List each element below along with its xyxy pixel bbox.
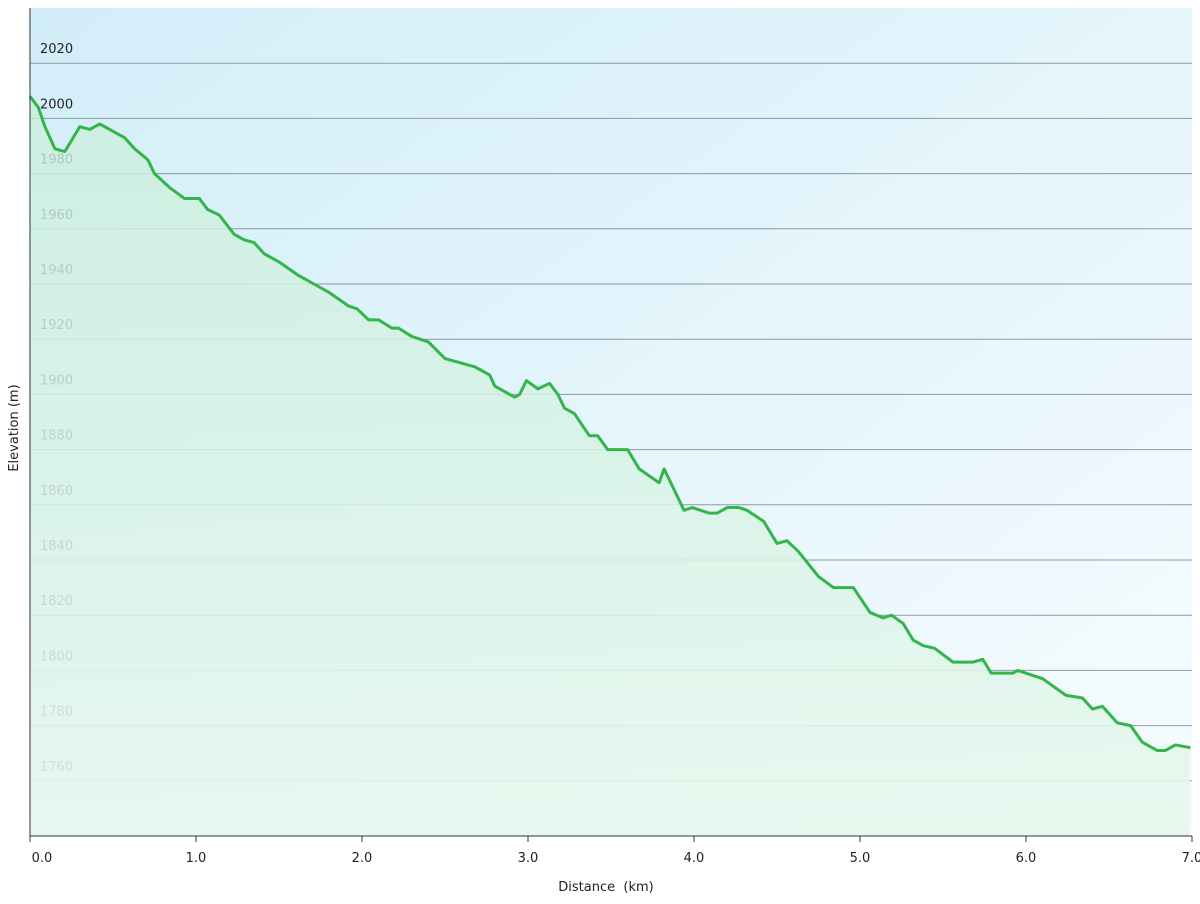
- x-tick-label: 6.0: [1016, 851, 1037, 866]
- x-axis-label: Distance (km): [558, 880, 653, 895]
- x-tick-label: 2.0: [352, 851, 373, 866]
- area-fill: [30, 96, 1191, 836]
- elevation-line: [28, 95, 1191, 752]
- x-tick-label: 4.0: [684, 851, 705, 866]
- x-tick-label: 3.0: [518, 851, 539, 866]
- x-tick-label: 5.0: [850, 851, 871, 866]
- y-axis-label: Elevation (m): [7, 384, 22, 471]
- y-tick-label: 2020: [40, 42, 73, 57]
- y-tick-label: 2000: [40, 97, 73, 112]
- x-tick-label: 0.0: [32, 851, 53, 866]
- x-tick-label: 7.0: [1182, 851, 1200, 866]
- x-tick-label: 1.0: [186, 851, 207, 866]
